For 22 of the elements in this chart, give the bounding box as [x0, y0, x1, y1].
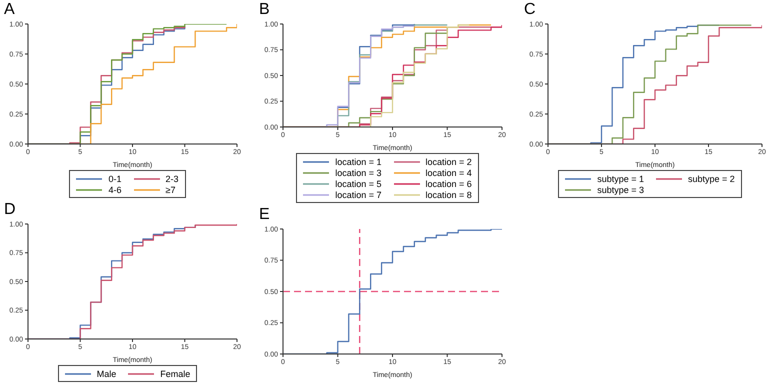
legend-label: 0-1 — [108, 174, 122, 184]
chart-title: A — [3, 0, 16, 20]
legend-label: location = 1 — [335, 156, 382, 166]
chart-title: B — [258, 0, 271, 20]
legend-label: location = 6 — [426, 178, 472, 188]
chart-title: C — [523, 0, 537, 20]
legend-label: location = 4 — [426, 168, 472, 178]
legend-label: subtype = 2 — [688, 174, 735, 184]
legend-label: Female — [160, 368, 190, 378]
legend-label: 2-3 — [166, 174, 179, 184]
legend-label: location = 5 — [335, 178, 382, 188]
legend-label: subtype = 3 — [597, 184, 644, 194]
legend-label: location = 8 — [426, 190, 472, 200]
legend-label: location = 2 — [426, 156, 472, 166]
legend-label: ≥7 — [166, 184, 176, 194]
legend-label: 4-6 — [108, 184, 122, 194]
chart-title: D — [3, 200, 17, 220]
chart-title: E — [258, 205, 271, 225]
legend-label: subtype = 1 — [597, 174, 644, 184]
legend-label: location = 3 — [335, 168, 382, 178]
legend-label: Male — [96, 368, 116, 378]
legend-label: location = 7 — [335, 190, 382, 200]
